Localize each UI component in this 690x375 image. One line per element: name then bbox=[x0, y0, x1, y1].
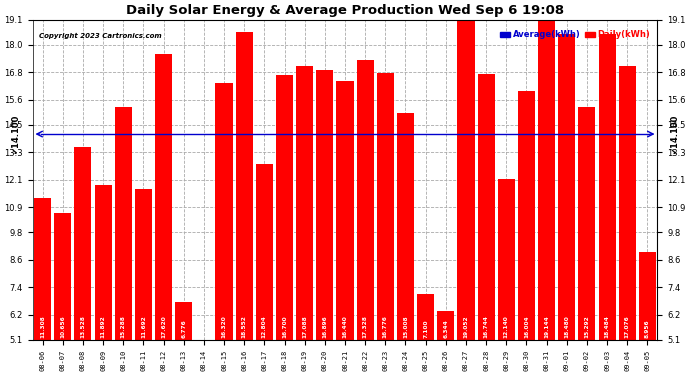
Bar bbox=[155, 54, 172, 340]
Bar bbox=[337, 81, 353, 340]
Bar bbox=[34, 198, 51, 340]
Text: 16.004: 16.004 bbox=[524, 315, 529, 338]
Bar bbox=[135, 189, 152, 340]
Text: 19.144: 19.144 bbox=[544, 315, 549, 338]
Bar bbox=[598, 34, 615, 340]
Text: 16.896: 16.896 bbox=[322, 315, 327, 338]
Bar bbox=[578, 107, 595, 340]
Bar bbox=[518, 90, 535, 340]
Bar bbox=[639, 252, 656, 340]
Bar bbox=[95, 184, 112, 340]
Text: ✔14.100: ✔14.100 bbox=[670, 114, 679, 154]
Text: 17.620: 17.620 bbox=[161, 315, 166, 338]
Bar bbox=[276, 75, 293, 340]
Text: 17.088: 17.088 bbox=[302, 315, 307, 338]
Text: 15.008: 15.008 bbox=[403, 315, 408, 338]
Text: 18.484: 18.484 bbox=[604, 315, 609, 338]
Bar bbox=[558, 34, 575, 340]
Bar bbox=[619, 66, 635, 340]
Bar bbox=[175, 302, 193, 340]
Text: Copyright 2023 Cartronics.com: Copyright 2023 Cartronics.com bbox=[39, 33, 161, 39]
Text: 12.140: 12.140 bbox=[504, 315, 509, 338]
Bar bbox=[316, 70, 333, 340]
Bar bbox=[417, 294, 434, 340]
Bar bbox=[357, 60, 374, 340]
Text: 8.956: 8.956 bbox=[645, 319, 650, 338]
Bar bbox=[497, 179, 515, 340]
Legend: Average(kWh), Daily(kWh): Average(kWh), Daily(kWh) bbox=[497, 27, 653, 43]
Text: 16.320: 16.320 bbox=[221, 315, 226, 338]
Bar bbox=[538, 19, 555, 340]
Text: 16.700: 16.700 bbox=[282, 315, 287, 338]
Text: 17.076: 17.076 bbox=[624, 315, 630, 338]
Text: 19.052: 19.052 bbox=[464, 315, 469, 338]
Text: 15.288: 15.288 bbox=[121, 315, 126, 338]
Text: 6.776: 6.776 bbox=[181, 319, 186, 338]
Text: 17.328: 17.328 bbox=[363, 315, 368, 338]
Bar bbox=[75, 147, 92, 340]
Bar bbox=[55, 213, 71, 340]
Bar bbox=[477, 74, 495, 340]
Bar bbox=[115, 107, 132, 340]
Text: ✔14.100: ✔14.100 bbox=[11, 114, 20, 154]
Bar bbox=[457, 21, 475, 340]
Text: 16.776: 16.776 bbox=[383, 315, 388, 338]
Text: 15.292: 15.292 bbox=[584, 315, 589, 338]
Text: 12.804: 12.804 bbox=[262, 315, 267, 338]
Bar bbox=[377, 73, 394, 340]
Text: 18.552: 18.552 bbox=[241, 315, 247, 338]
Bar bbox=[296, 66, 313, 340]
Text: 11.308: 11.308 bbox=[40, 315, 45, 338]
Bar bbox=[397, 113, 414, 340]
Bar bbox=[437, 311, 455, 340]
Text: 11.692: 11.692 bbox=[141, 315, 146, 338]
Text: 6.344: 6.344 bbox=[443, 319, 448, 338]
Text: 11.892: 11.892 bbox=[101, 315, 106, 338]
Text: 7.100: 7.100 bbox=[423, 319, 428, 338]
Text: 16.440: 16.440 bbox=[342, 315, 348, 338]
Bar bbox=[235, 32, 253, 340]
Text: 18.480: 18.480 bbox=[564, 315, 569, 338]
Text: 13.528: 13.528 bbox=[81, 315, 86, 338]
Bar bbox=[215, 83, 233, 340]
Title: Daily Solar Energy & Average Production Wed Sep 6 19:08: Daily Solar Energy & Average Production … bbox=[126, 4, 564, 17]
Text: 10.656: 10.656 bbox=[60, 315, 66, 338]
Text: 16.744: 16.744 bbox=[484, 315, 489, 338]
Bar bbox=[256, 164, 273, 340]
